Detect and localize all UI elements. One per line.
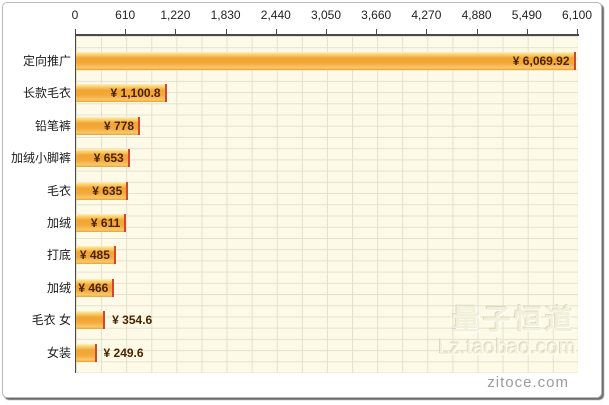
x-tick-label: 3,050 <box>310 8 342 22</box>
bar-value-label: ¥ 6,069.92 <box>512 54 570 68</box>
category-label: 毛衣 <box>46 183 71 198</box>
bar-value-label: ¥ 611 <box>90 216 121 230</box>
chart-frame: 0 610 1,220 1,830 2,440 3,050 3,660 4,270 4,880 5… <box>2 2 602 398</box>
bar-row: ¥ 485 <box>76 246 578 265</box>
bar-value-label: ¥ 466 <box>78 280 109 295</box>
x-tick-label: 0 <box>71 8 79 22</box>
x-tick-mark <box>175 29 177 35</box>
x-tick-label: 6,100 <box>561 8 593 22</box>
bar-end-marker <box>94 343 97 362</box>
bar-value-label: ¥ 485 <box>79 248 110 263</box>
bar-end-marker <box>127 149 130 168</box>
bar-value-label: ¥ 354.6 <box>112 313 153 328</box>
bar-end-marker <box>126 181 129 200</box>
x-tick-label: 5,490 <box>511 8 542 22</box>
bar-value-label: ¥ 249.6 <box>103 345 144 360</box>
x-tick-label: 610 <box>115 8 136 22</box>
bar-end-marker <box>113 246 116 265</box>
x-tick-mark <box>577 29 578 35</box>
x-tick-label: 2,440 <box>260 8 291 22</box>
x-tick-mark <box>225 29 227 35</box>
bar: ¥ 778 <box>76 116 141 135</box>
x-tick-label: 3,660 <box>361 8 392 22</box>
bar-end-marker <box>164 84 167 103</box>
bar-value-label: ¥ 778 <box>103 118 135 133</box>
x-axis-line <box>75 34 579 36</box>
bar-row: ¥ 778 <box>76 116 578 135</box>
x-tick-label: 4,880 <box>461 8 492 22</box>
bar: ¥ 611 <box>76 214 127 232</box>
bar: ¥ 485 <box>76 246 116 265</box>
x-tick-label: 1,220 <box>160 8 191 22</box>
category-label: 打底 <box>46 248 71 263</box>
category-label: 铅笔裤 <box>34 118 71 133</box>
category-label: 加绒 <box>46 280 71 295</box>
bar-row: ¥ 635 <box>76 181 578 200</box>
x-tick-mark <box>376 29 378 35</box>
bar-row: ¥ 1,100.8 <box>76 84 578 103</box>
bar: ¥ 635 <box>76 181 129 200</box>
bar-value-label: ¥ 635 <box>92 183 123 198</box>
x-tick-mark <box>75 29 76 35</box>
bar-row: ¥ 466 <box>76 278 578 297</box>
bar-row: ¥ 249.6 <box>76 343 578 362</box>
plot-area <box>76 36 578 373</box>
bar <box>76 343 97 362</box>
bar-value-label: ¥ 653 <box>93 151 124 166</box>
bar: ¥ 1,100.8 <box>76 84 167 103</box>
bar-end-marker <box>112 278 115 297</box>
bar-row: ¥ 6,069.92 <box>76 52 578 70</box>
category-label: 加绒小脚裤 <box>10 151 71 166</box>
y-axis-line <box>75 34 76 373</box>
category-label: 加绒 <box>46 216 71 230</box>
bar <box>76 311 106 330</box>
x-tick-mark <box>125 29 127 35</box>
bar-end-marker <box>573 52 576 70</box>
category-label: 长款毛衣 <box>22 86 71 101</box>
category-label: 毛衣 女 <box>31 313 71 328</box>
bar-value-label: ¥ 1,100.8 <box>110 86 161 101</box>
bar: ¥ 6,069.92 <box>76 52 576 70</box>
bar-end-marker <box>103 311 106 330</box>
bar-end-marker <box>124 214 127 232</box>
x-tick-mark <box>275 29 277 35</box>
bar-row: ¥ 354.6 <box>76 311 578 330</box>
site-credit: zitoce.com <box>487 374 569 391</box>
x-tick-label: 4,270 <box>411 8 442 22</box>
bar: ¥ 653 <box>76 149 130 168</box>
x-tick-mark <box>476 29 478 35</box>
bar-end-marker <box>138 116 141 135</box>
bar: ¥ 466 <box>76 278 115 297</box>
x-tick-mark <box>526 29 528 35</box>
x-tick-mark <box>326 29 327 35</box>
category-label: 定向推广 <box>22 54 71 68</box>
x-tick-mark <box>426 29 428 35</box>
bar-row: ¥ 611 <box>76 214 578 232</box>
category-label: 女装 <box>46 345 71 360</box>
bar-row: ¥ 653 <box>76 149 578 168</box>
x-tick-label: 1,830 <box>210 8 241 22</box>
